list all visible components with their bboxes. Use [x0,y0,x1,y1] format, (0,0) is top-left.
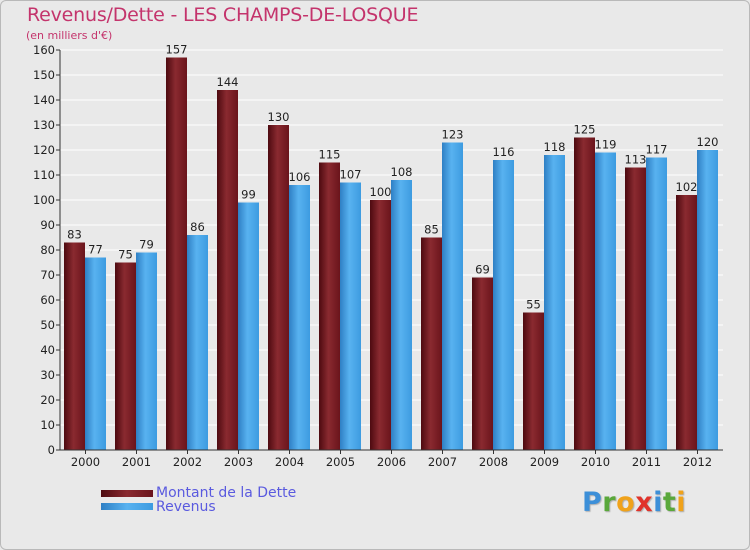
y-tick-label: 50 [40,318,55,332]
data-label-dette: 83 [67,228,82,242]
y-tick-label: 150 [33,68,55,82]
logo-letter: x [635,487,654,518]
bar-dette [268,125,289,450]
data-label-revenus: 86 [190,220,205,234]
data-label-dette: 115 [319,148,341,162]
bar-dette [166,57,187,450]
y-tick-label: 160 [33,43,55,57]
x-tick-label: 2002 [173,455,202,469]
data-label-revenus: 99 [241,188,256,202]
y-tick-label: 90 [40,218,55,232]
x-tick-label: 2007 [428,455,457,469]
y-tick-label: 30 [40,368,55,382]
bar-revenus [493,160,514,450]
data-label-dette: 75 [118,248,133,262]
bar-dette [574,137,595,450]
data-label-revenus: 107 [340,168,362,182]
bar-dette [319,162,340,450]
bar-revenus [136,252,157,450]
data-label-dette: 157 [166,43,188,57]
logo-letter: P [582,487,603,518]
y-tick-label: 110 [33,168,55,182]
bar-dette [625,167,646,450]
legend-label-dette: Montant de la Dette [156,485,297,501]
bar-revenus [289,185,310,450]
y-tick-label: 140 [33,93,55,107]
y-tick-label: 0 [48,443,55,457]
bar-revenus [340,182,361,450]
data-label-dette: 144 [217,75,239,89]
y-tick-label: 70 [40,268,55,282]
data-label-dette: 69 [475,263,490,277]
legend-label-revenus: Revenus [156,499,216,515]
bar-revenus [391,180,412,450]
data-label-dette: 125 [574,123,596,137]
bar-revenus [697,150,718,450]
bar-revenus [187,235,208,450]
x-tick-label: 2009 [530,455,559,469]
bar-dette [64,242,85,450]
x-tick-label: 2003 [224,455,253,469]
x-tick-label: 2000 [71,455,100,469]
x-tick-label: 2008 [479,455,508,469]
bar-revenus [646,157,667,450]
data-label-dette: 130 [268,110,290,124]
data-label-revenus: 106 [289,170,311,184]
data-label-dette: 85 [424,223,439,237]
x-tick-label: 2006 [377,455,406,469]
x-tick-label: 2011 [632,455,661,469]
bar-revenus [238,202,259,450]
data-label-dette: 113 [625,153,647,167]
data-label-revenus: 119 [595,138,617,152]
bar-dette [421,237,442,450]
x-tick-label: 2005 [326,455,355,469]
data-label-dette: 55 [526,298,541,312]
bar-revenus [544,155,565,450]
logo-letter: t [662,487,677,518]
x-tick-label: 2001 [122,455,151,469]
logo-letter: i [653,487,663,518]
y-tick-label: 100 [33,193,55,207]
y-tick-label: 130 [33,118,55,132]
chart-subtitle: (en milliers d'€) [26,29,113,42]
x-tick-label: 2004 [275,455,304,469]
bar-dette [676,195,697,450]
logo-letter: r [602,487,617,518]
bar-dette [472,277,493,450]
data-label-revenus: 120 [697,135,719,149]
chart-title: Revenus/Dette - LES CHAMPS-DE-LOSQUE [27,4,419,26]
logo-letter: i [676,487,687,518]
bar-revenus [85,257,106,450]
y-tick-label: 10 [40,418,55,432]
data-label-dette: 100 [370,185,392,199]
legend-swatch-dette [101,490,153,497]
data-label-revenus: 117 [646,143,668,157]
y-tick-label: 60 [40,293,55,307]
data-label-revenus: 108 [391,165,413,179]
bar-dette [370,200,391,450]
x-tick-label: 2012 [683,455,712,469]
bar-dette [217,90,238,450]
data-label-revenus: 123 [442,128,464,142]
data-label-revenus: 79 [139,238,154,252]
bar-dette [523,312,544,450]
logo-letter: o [616,487,636,518]
data-label-dette: 102 [676,180,698,194]
y-tick-label: 80 [40,243,55,257]
y-tick-label: 120 [33,143,55,157]
y-tick-label: 40 [40,343,55,357]
data-label-revenus: 116 [493,145,515,159]
bar-revenus [442,142,463,450]
bar-dette [115,262,136,450]
legend-swatch-revenus [101,503,153,510]
y-tick-label: 20 [40,393,55,407]
data-label-revenus: 77 [88,243,103,257]
proxiti-logo: Proxiti [582,487,686,518]
x-tick-label: 2010 [581,455,610,469]
data-label-revenus: 118 [544,140,566,154]
bar-revenus [595,152,616,450]
